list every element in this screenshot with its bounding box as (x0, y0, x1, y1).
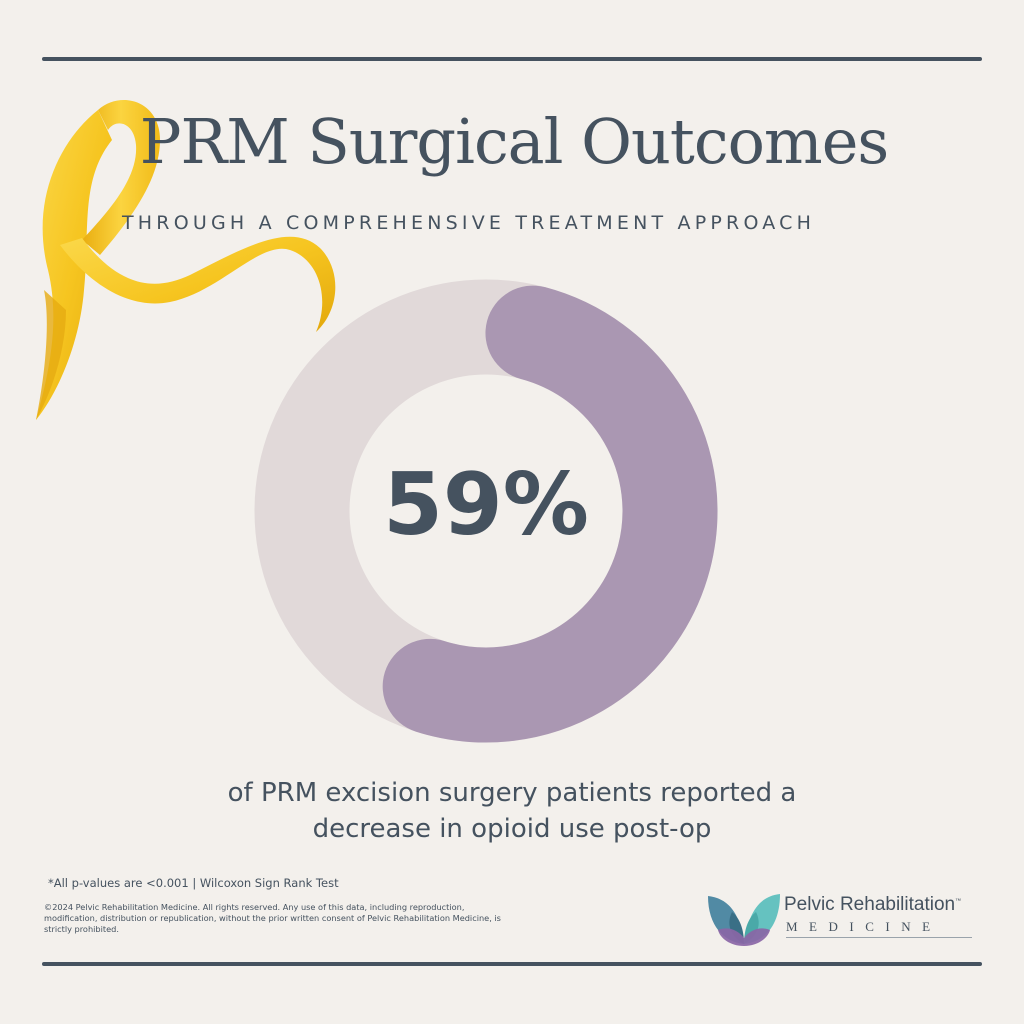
caption-line-1: of PRM excision surgery patients reporte… (227, 778, 797, 808)
logo-name-text: Pelvic Rehabilitation (784, 894, 956, 915)
caption-line-2: decrease in opioid use post-op (312, 814, 712, 844)
donut-slice-highlight (254, 279, 718, 743)
awareness-ribbon-icon (36, 100, 336, 420)
brand-logo: Pelvic Rehabilitation™ MEDICINE (704, 886, 974, 948)
logo-name: Pelvic Rehabilitation™ (784, 894, 961, 916)
page-title: PRM Surgical Outcomes (139, 105, 889, 178)
chart-caption: of PRM excision surgery patients reporte… (0, 775, 1024, 847)
page-subtitle: THROUGH A COMPREHENSIVE TREATMENT APPROA… (122, 212, 816, 234)
bottom-divider (42, 962, 982, 966)
top-divider (42, 57, 982, 61)
donut-center-value: 59% (383, 455, 589, 555)
lotus-logo-icon (708, 894, 780, 946)
logo-subtitle: MEDICINE (786, 919, 972, 938)
logo-trademark: ™ (955, 898, 962, 905)
statistics-footnote: *All p-values are <0.001 | Wilcoxon Sign… (48, 876, 339, 890)
copyright-notice: ©2024 Pelvic Rehabilitation Medicine. Al… (44, 902, 501, 934)
